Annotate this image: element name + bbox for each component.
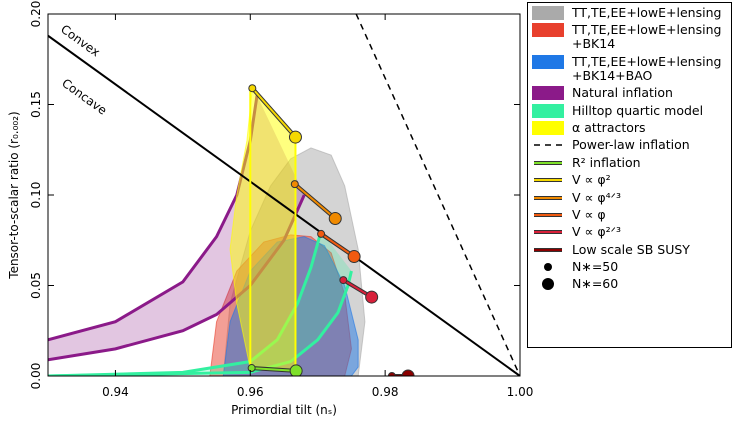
legend-icon (532, 120, 564, 135)
y-tick-label: 0.00 (29, 363, 43, 390)
legend-icon (534, 230, 562, 235)
model-line (251, 367, 297, 372)
model-point (288, 130, 302, 144)
legend-label: α attractors (572, 119, 646, 135)
legend-marker (532, 120, 564, 135)
model-line (294, 183, 336, 220)
model-point (289, 364, 303, 376)
model-point (248, 84, 257, 93)
legend-label: V ∝ φ² (572, 172, 611, 188)
model-point (339, 276, 348, 285)
legend-entry: Hilltop quartic model (532, 102, 727, 118)
legend-marker (532, 191, 564, 205)
model-point (365, 290, 379, 304)
legend-entry: V ∝ φ⁴ᐟ³ (532, 189, 727, 205)
x-axis-label: Primordial tilt (nₛ) (231, 403, 337, 417)
legend-icon (532, 54, 564, 69)
legend-marker (532, 54, 564, 69)
legend-entry: V ∝ φ² (532, 173, 727, 187)
legend-label: TT,TE,EE+lowE+lensing (572, 5, 722, 20)
annotation: Concave (59, 76, 109, 118)
legend-marker (532, 156, 564, 170)
model-point (290, 180, 299, 189)
legend-entry: V ∝ φ (532, 206, 727, 222)
legend-marker (532, 6, 564, 20)
x-tick-label: 1.00 (507, 385, 534, 399)
annotation: Convex (58, 22, 102, 59)
model-band (48, 231, 352, 376)
legend-marker (532, 225, 564, 239)
model-point (387, 372, 396, 376)
legend-marker (532, 260, 564, 274)
legend-marker (532, 173, 564, 187)
model-line (251, 87, 297, 138)
plot-area (48, 14, 520, 376)
legend-icon (534, 144, 562, 147)
legend-marker (532, 243, 564, 257)
legend-entry: α attractors (532, 119, 727, 135)
legend-label: V ∝ φ (572, 206, 606, 222)
legend-entry: N∗=50 (532, 260, 727, 274)
legend-entry: TT,TE,EE+lowE+lensing +BK14+BAO (532, 53, 727, 83)
model-point (317, 229, 326, 238)
legend-entry: TT,TE,EE+lowE+lensing +BK14 (532, 23, 727, 51)
legend-icon (532, 103, 564, 118)
legend-marker (532, 86, 564, 101)
legend-icon (534, 247, 562, 252)
model-point (347, 250, 361, 264)
legend-entry: R² inflation (532, 154, 727, 170)
legend-icon (542, 278, 554, 291)
legend-label: Hilltop quartic model (572, 102, 704, 118)
legend-entry: Power-law inflation (532, 138, 727, 152)
model-line (320, 233, 355, 258)
legend-icon (532, 86, 564, 101)
model-point (328, 212, 342, 226)
legend: TT,TE,EE+lowE+lensing TT,TE,EE+lowE+lensi… (527, 2, 732, 348)
legend-marker (532, 208, 564, 222)
legend-icon (532, 6, 564, 20)
x-tick-label: 0.94 (102, 385, 129, 399)
y-tick-label: 0.05 (29, 272, 43, 299)
legend-marker (532, 138, 564, 152)
legend-entry: Low scale SB SUSY (532, 241, 727, 257)
legend-marker (532, 23, 564, 38)
legend-label: Power-law inflation (572, 137, 690, 153)
legend-icon (534, 178, 562, 183)
line (48, 34, 520, 376)
model-point (247, 364, 256, 373)
legend-label: Natural inflation (572, 85, 673, 101)
y-axis-label: Tensor-to-scalar ratio (r₀.₀₀₂) (7, 111, 21, 279)
legend-icon (544, 263, 552, 272)
legend-label: V ∝ φ²ᐟ³ (572, 224, 621, 240)
y-tick-label: 0.10 (29, 182, 43, 209)
legend-icon (532, 23, 564, 38)
legend-icon (534, 160, 562, 165)
legend-icon (534, 212, 562, 217)
y-tick-label: 0.15 (29, 91, 43, 118)
legend-entry: TT,TE,EE+lowE+lensing (532, 6, 727, 20)
legend-label: Low scale SB SUSY (572, 241, 690, 257)
legend-icon (534, 195, 562, 200)
legend-entry: N∗=60 (532, 277, 727, 291)
y-tick-label: 0.20 (29, 1, 43, 28)
legend-marker (532, 103, 564, 118)
legend-label: V ∝ φ⁴ᐟ³ (572, 189, 621, 205)
x-tick-label: 0.98 (372, 385, 399, 399)
legend-label: R² inflation (572, 154, 641, 170)
legend-label: TT,TE,EE+lowE+lensing +BK14 (572, 22, 722, 52)
legend-label: TT,TE,EE+lowE+lensing +BK14+BAO (572, 53, 722, 83)
legend-label: N∗=60 (572, 276, 619, 292)
model-point (401, 369, 415, 376)
legend-label: N∗=50 (572, 259, 619, 275)
line (355, 14, 520, 376)
x-tick-label: 0.96 (237, 385, 264, 399)
legend-marker (532, 277, 564, 291)
legend-entry: Natural inflation (532, 85, 727, 101)
legend-entry: V ∝ φ²ᐟ³ (532, 225, 727, 239)
